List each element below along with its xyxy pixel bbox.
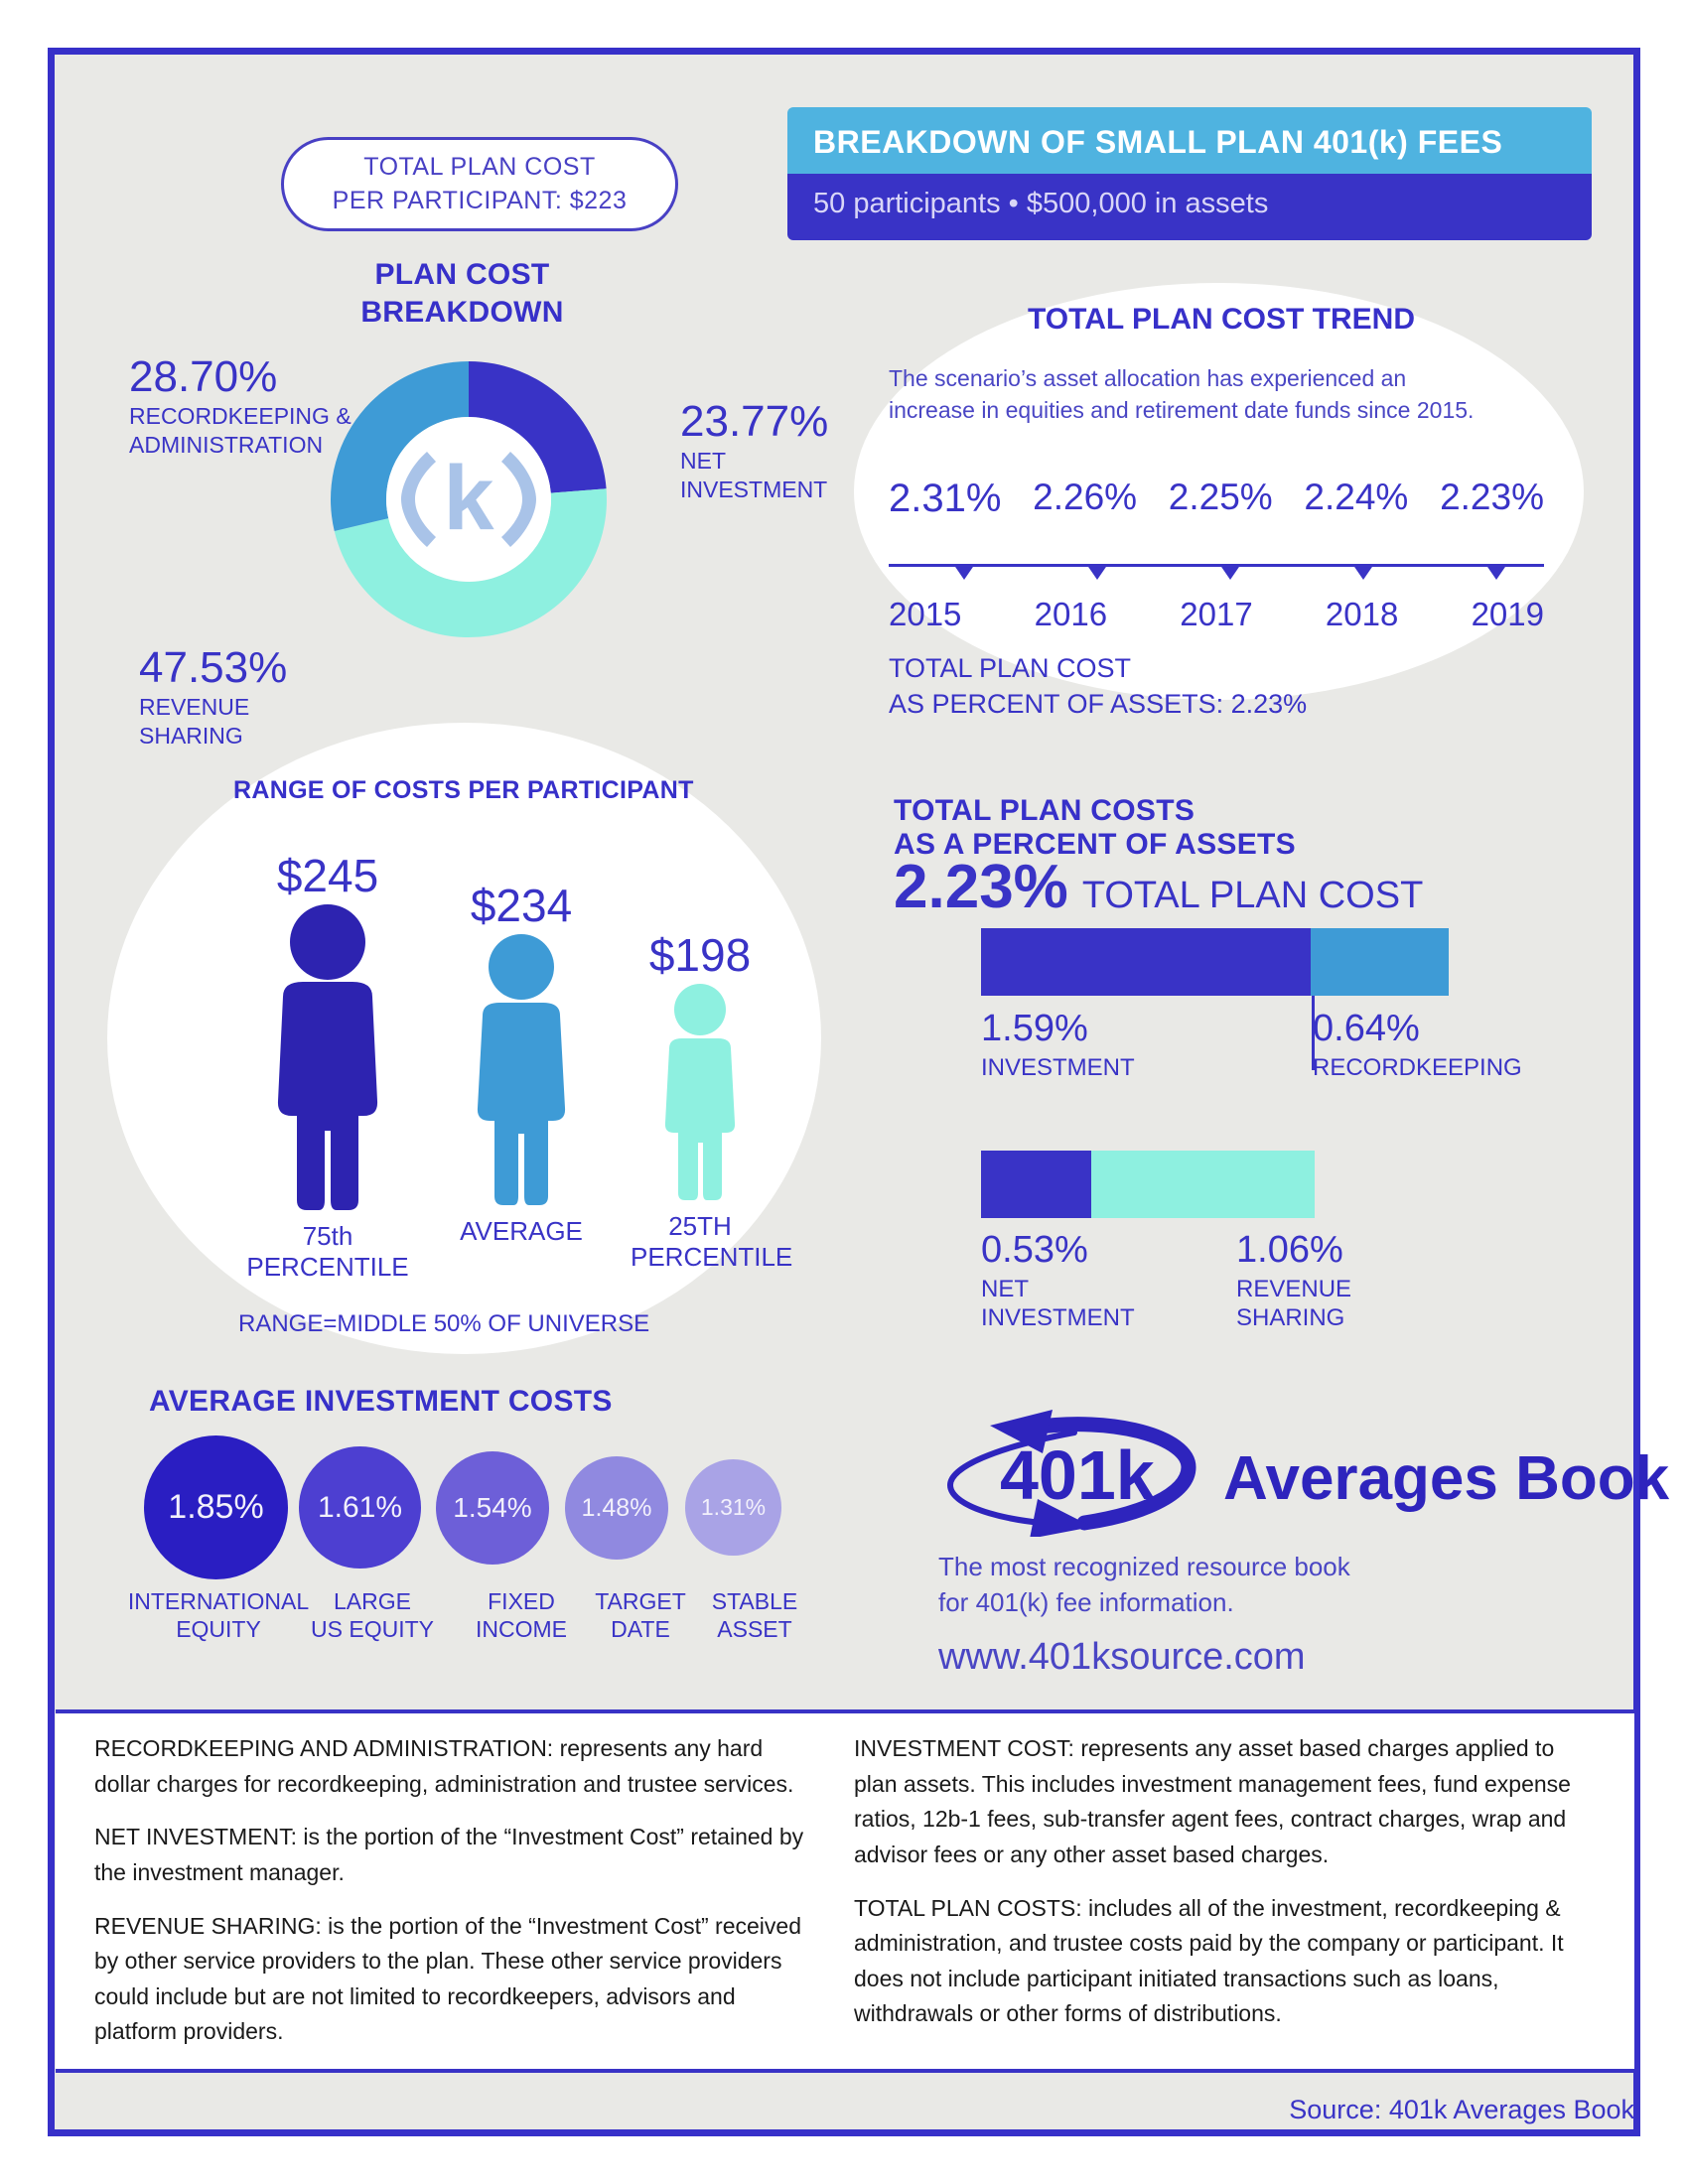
svg-text:Averages Book: Averages Book [1223, 1444, 1670, 1513]
svg-text:k: k [443, 448, 494, 549]
svg-text:401k: 401k [1000, 1436, 1155, 1514]
